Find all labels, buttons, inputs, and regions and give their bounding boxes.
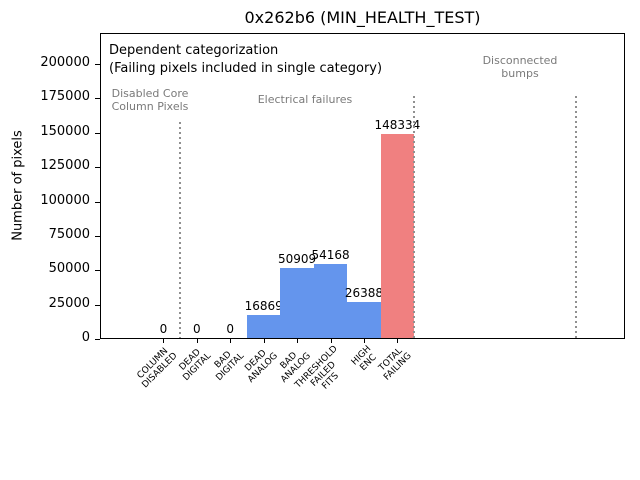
x-tick-label-column-disabled: COLUMN DISABLED (133, 344, 180, 390)
region-separator-line (413, 96, 416, 338)
bar-bad-analog (280, 268, 314, 338)
x-tick-mark (330, 339, 332, 343)
annotation-disconnected-bumps: Disconnected bumps (450, 54, 590, 80)
x-tick-mark (230, 339, 232, 343)
x-tick-mark (297, 339, 299, 343)
region-separator-line (179, 122, 182, 338)
y-tick-label-50000: 50000 (48, 261, 90, 277)
plot-area: Dependent categorization (Failing pixels… (100, 33, 625, 339)
annotation-line: bumps (501, 67, 539, 80)
y-tick-mark (95, 270, 100, 271)
bar-high-enc (347, 301, 381, 338)
bar-total-failing (380, 134, 415, 338)
annotation-line: Column Pixels (111, 100, 189, 113)
y-tick-mark (95, 64, 100, 65)
x-tick-mark (196, 339, 198, 343)
region-separator-line (575, 96, 578, 338)
y-tick-label-25000: 25000 (48, 295, 90, 311)
annotation-failing-pixels-note: (Failing pixels included in single categ… (109, 61, 383, 76)
x-tick-label-total-failing: TOTAL FAILING (375, 344, 413, 382)
y-tick-mark (95, 305, 100, 306)
annotation-dependent-categorization: Dependent categorization (109, 43, 279, 58)
bar-value-label-threshold-failed-fits: 54168 (311, 247, 350, 262)
y-tick-label-200000: 200000 (40, 55, 90, 70)
y-tick-label-175000: 175000 (40, 89, 90, 105)
y-tick-mark (95, 236, 100, 237)
chart-title: 0x262b6 (MIN_HEALTH_TEST) (244, 8, 481, 27)
x-tick-label-dead-digital: DEAD DIGITAL (174, 344, 213, 383)
y-tick-label-125000: 125000 (40, 158, 90, 174)
y-tick-mark (95, 98, 100, 99)
bar-value-label-total-failing: 148334 (374, 118, 421, 132)
bar-threshold-failed-fits (313, 263, 348, 338)
x-tick-mark (363, 339, 365, 343)
annotation-disabled-core-column-pixels: Disabled Core Column Pixels (80, 87, 220, 113)
y-tick-label-75000: 75000 (48, 226, 90, 242)
x-tick-mark (163, 339, 165, 343)
y-tick-label-0: 0 (81, 330, 90, 345)
y-tick-mark (95, 133, 100, 134)
x-tick-label-high-enc: HIGH ENC (350, 344, 381, 375)
bar-dead-analog (246, 314, 281, 338)
annotation-line: Disabled Core (111, 87, 189, 100)
x-tick-label-bad-digital: BAD DIGITAL (207, 344, 246, 383)
x-tick-label-dead-analog: DEAD ANALOG (239, 344, 280, 385)
bar-value-label-bad-analog: 50909 (278, 252, 317, 266)
y-tick-mark (95, 167, 100, 168)
y-tick-mark (95, 339, 100, 340)
annotation-line: Disconnected (482, 54, 558, 67)
bar-value-label-dead-digital: 0 (193, 322, 201, 336)
bar-value-label-column-disabled: 0 (159, 322, 168, 336)
x-tick-mark (263, 339, 265, 343)
y-tick-mark (95, 202, 100, 203)
y-tick-label-100000: 100000 (40, 192, 90, 208)
bar-value-label-bad-digital: 0 (226, 322, 235, 336)
bar-value-label-high-enc: 26388 (344, 285, 384, 300)
y-tick-label-150000: 150000 (40, 123, 90, 139)
bar-value-label-dead-analog: 16869 (244, 298, 283, 313)
x-tick-mark (397, 339, 399, 343)
annotation-electrical-failures: Electrical failures (257, 93, 353, 106)
